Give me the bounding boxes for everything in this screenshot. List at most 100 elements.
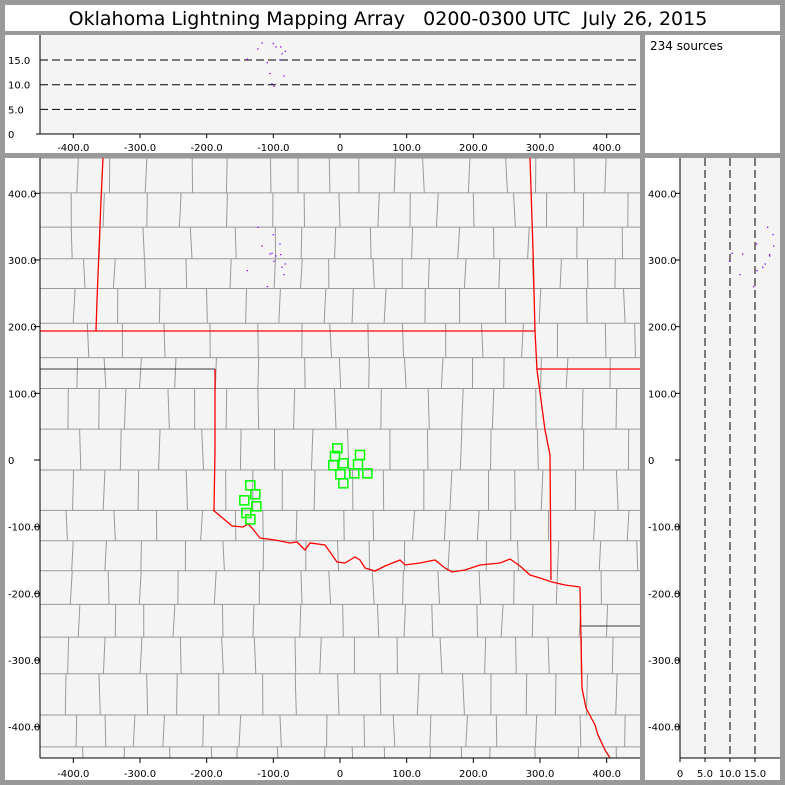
county-line [622, 288, 626, 324]
source-count: 234 sources [650, 39, 723, 53]
county-line [403, 604, 406, 638]
county-line [202, 715, 204, 747]
county-line [76, 158, 79, 193]
source-point [275, 255, 277, 257]
source-point [275, 46, 277, 48]
county-line [144, 258, 146, 289]
county-line [279, 715, 282, 747]
county-line [478, 570, 482, 605]
county-line [559, 258, 562, 289]
county-line [162, 715, 165, 747]
county-line [139, 637, 143, 674]
source-point [281, 53, 283, 55]
source-point [279, 253, 282, 256]
source-point [269, 72, 271, 75]
county-line [615, 673, 618, 716]
county-line [351, 288, 354, 324]
source-point [756, 269, 758, 272]
county-line [273, 258, 276, 289]
county-line [234, 227, 237, 259]
county-line [337, 673, 340, 716]
source-point [257, 226, 259, 228]
county-line [69, 570, 73, 605]
county-line [71, 540, 74, 571]
county-line [392, 715, 396, 747]
x-tick-label: 300.0 [526, 769, 555, 780]
county-line [138, 570, 142, 605]
county-line [634, 323, 636, 358]
county-line [257, 357, 260, 389]
county-line [538, 288, 542, 324]
y-tick-label: 5.0 [8, 105, 24, 116]
county-line [347, 429, 350, 470]
county-line [604, 158, 607, 193]
plan-view-sources [246, 226, 286, 288]
county-line [336, 540, 340, 571]
source-point [261, 42, 263, 44]
source-point [773, 245, 775, 247]
county-line [372, 258, 375, 289]
y-tick-label: 400.0 [8, 189, 37, 200]
county-line [460, 746, 463, 758]
y-tick-label: -200.0 [648, 589, 680, 600]
county-line [472, 192, 475, 228]
county-line [324, 746, 326, 758]
county-line [498, 258, 501, 289]
county-line [447, 540, 451, 571]
county-line [403, 357, 407, 389]
source-point [772, 233, 774, 236]
lma-stations [239, 443, 373, 525]
county-line [379, 673, 382, 716]
y-tick-label: 300.0 [8, 256, 37, 267]
county-line [342, 604, 344, 638]
county-line [123, 388, 127, 430]
county-line [158, 288, 161, 324]
county-line [252, 604, 255, 638]
county-line [598, 540, 602, 571]
county-line [328, 158, 331, 193]
county-line [163, 323, 166, 358]
source-point [272, 42, 274, 45]
missouri-border [529, 158, 552, 581]
county-line [437, 570, 440, 605]
county-line [429, 746, 432, 758]
county-line [465, 715, 469, 747]
county-line [449, 469, 453, 511]
x-tick-label: -100.0 [257, 143, 289, 154]
county-line [334, 227, 337, 259]
county-line [534, 715, 538, 747]
county-line [505, 158, 508, 193]
y-tick-label: -300.0 [648, 656, 680, 667]
county-line [294, 637, 297, 674]
source-point [271, 252, 273, 254]
county-line [225, 192, 228, 228]
county-line [300, 258, 303, 289]
source-point [269, 253, 271, 255]
x-tick-label: -200.0 [191, 769, 223, 780]
county-line [178, 192, 182, 228]
county-line [440, 357, 444, 389]
source-point [729, 260, 731, 262]
source-point [279, 243, 281, 245]
county-line [443, 510, 447, 541]
lma-station-marker [338, 458, 349, 469]
county-line [179, 637, 182, 674]
map-area[interactable] [40, 158, 640, 783]
county-line [229, 258, 232, 289]
source-point [764, 263, 766, 265]
x-tick-label: -200.0 [191, 143, 223, 154]
x-tick-label: -400.0 [57, 143, 89, 154]
county-line [604, 323, 607, 358]
arkansas-texas-border [579, 586, 611, 758]
source-point [266, 285, 268, 288]
county-line [540, 357, 542, 389]
county-line [534, 746, 536, 758]
lma-station-marker [349, 468, 360, 479]
county-line [540, 469, 544, 511]
county-line [586, 288, 588, 324]
county-line [605, 604, 609, 638]
county-line [491, 388, 495, 430]
county-line [459, 429, 463, 470]
county-line [146, 192, 148, 228]
y-tick-label: -100.0 [8, 523, 40, 534]
